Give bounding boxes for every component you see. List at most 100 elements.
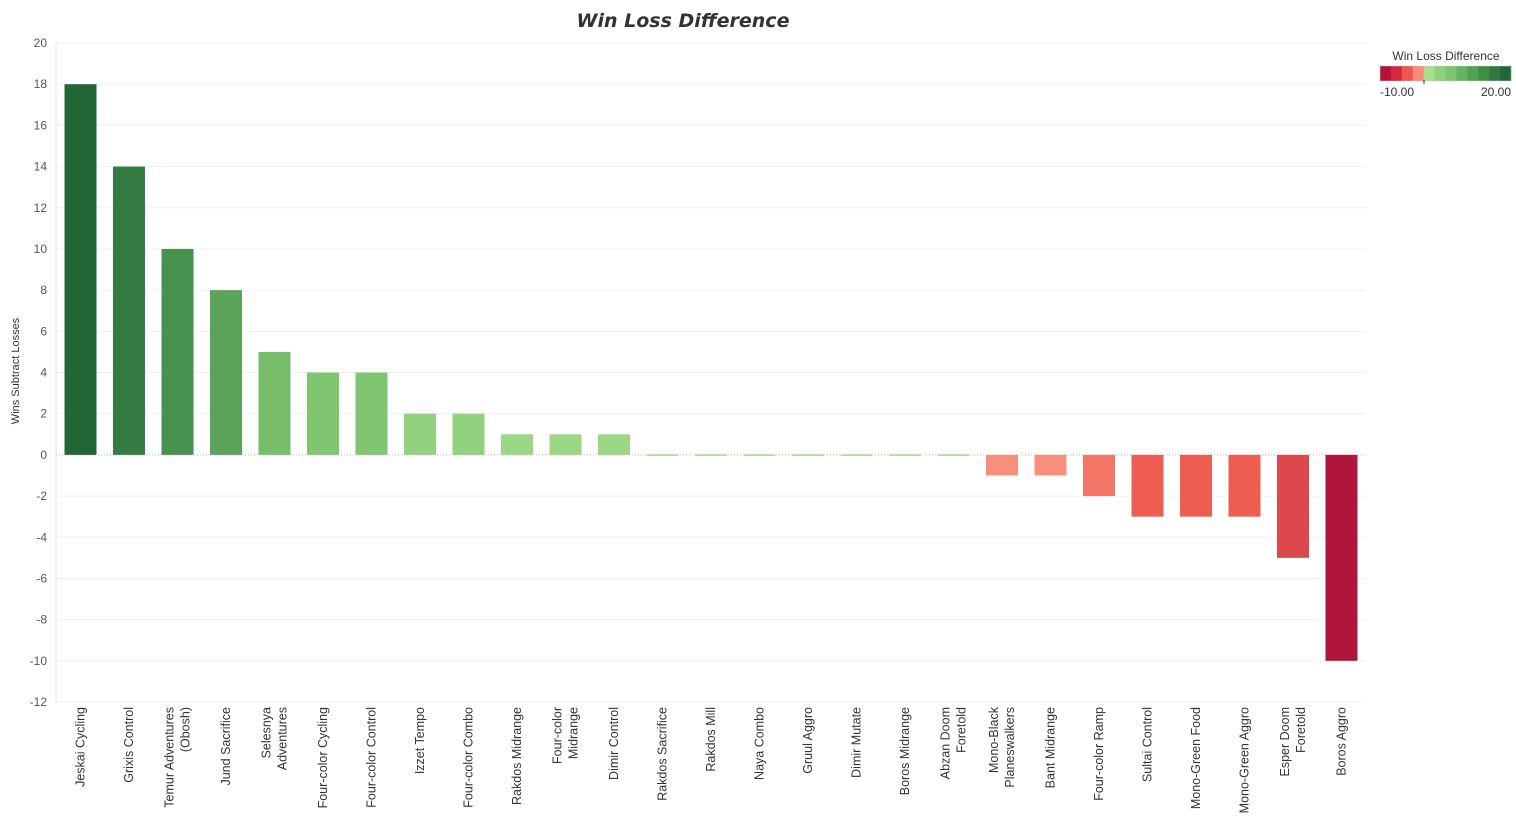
bars: [64, 84, 1358, 661]
legend-color-step: [1434, 66, 1446, 81]
x-category-label: Temur Adventures (Obosh): [163, 707, 193, 808]
x-category-label-line: Four-color Cycling: [316, 707, 330, 808]
bar[interactable]: [1277, 454, 1309, 558]
legend-color-step: [1456, 66, 1468, 81]
color-legend: Win Loss Difference -10.00 20.00: [1379, 49, 1512, 99]
x-category-label: Esper Doom Foretold: [1278, 707, 1308, 777]
bar[interactable]: [307, 372, 339, 455]
x-category-label-line: Gruul Aggro: [801, 707, 815, 774]
x-category-label: Four-color Combo: [462, 707, 476, 808]
bar[interactable]: [210, 290, 242, 455]
x-category-label-line: Planeswalkers: [1003, 707, 1017, 788]
x-category-label: Boros Aggro: [1335, 707, 1349, 776]
bar[interactable]: [113, 166, 145, 455]
bar[interactable]: [646, 454, 679, 456]
x-category-label: Jund Sacrifice: [219, 707, 233, 786]
x-category-label-line: Esper Doom: [1278, 707, 1292, 776]
y-tick-label: -12: [30, 695, 48, 709]
x-category-label: Four-color Ramp: [1092, 707, 1106, 801]
y-axis-label: Wins Subtract Losses: [10, 317, 22, 424]
x-category-label-line: Dimir Control: [607, 707, 621, 780]
x-category-label-line: Boros Midrange: [898, 707, 912, 795]
x-category-label-line: Izzet Tempo: [413, 707, 427, 774]
y-tick-label: -8: [36, 613, 47, 627]
bar[interactable]: [1083, 454, 1115, 497]
x-category-label: Naya Combo: [753, 707, 767, 780]
y-tick-label: 16: [34, 118, 48, 132]
legend-color-step: [1390, 66, 1403, 81]
x-category-label: Dimir Mutate: [850, 707, 864, 778]
bar[interactable]: [452, 413, 485, 455]
bar[interactable]: [937, 454, 970, 456]
bar[interactable]: [355, 372, 388, 455]
bar[interactable]: [161, 248, 194, 455]
legend-color-step: [1412, 66, 1424, 81]
x-category-label-line: Four-color: [551, 707, 565, 764]
x-category-label-line: Foretold: [955, 707, 969, 753]
x-category-label-line: Rakdos Mill: [704, 707, 718, 772]
y-tick-label: 20: [34, 36, 48, 50]
legend-color-step: [1401, 66, 1414, 81]
x-category-label: Four-color Control: [365, 707, 379, 808]
legend-color-step: [1489, 66, 1501, 81]
bar[interactable]: [404, 413, 436, 455]
x-category-label: Mono-Green Aggro: [1238, 707, 1252, 813]
bar[interactable]: [1034, 454, 1067, 476]
legend-ramp-border: [1379, 65, 1512, 82]
bar[interactable]: [64, 84, 97, 455]
legend-color-step: [1478, 66, 1490, 81]
x-category-label-line: Rakdos Midrange: [510, 707, 524, 805]
bar[interactable]: [258, 351, 291, 455]
x-category-label-line: Selesnya: [260, 707, 274, 758]
bar[interactable]: [695, 454, 727, 456]
legend-color-step: [1423, 66, 1435, 81]
x-category-label: Rakdos Midrange: [510, 707, 524, 805]
y-tick-label: 10: [34, 242, 48, 256]
x-category-label: Jeskai Cycling: [74, 707, 88, 787]
x-category-label: Mono-Green Food: [1189, 707, 1203, 809]
x-category-label-line: Mono-Green Food: [1189, 707, 1203, 809]
x-category-label-line: Bant Midrange: [1044, 707, 1058, 788]
bar[interactable]: [1325, 454, 1358, 661]
x-category-label-line: Temur Adventures: [163, 707, 177, 808]
x-category-label-line: Four-color Combo: [462, 707, 476, 808]
x-category-label-line: Jeskai Cycling: [74, 707, 88, 787]
x-category-label: Abzan Doom Foretold: [939, 707, 969, 779]
x-category-label: Boros Midrange: [898, 707, 912, 795]
bar[interactable]: [743, 454, 776, 456]
bar[interactable]: [1228, 454, 1261, 517]
bar[interactable]: [1131, 454, 1164, 517]
y-tick-label: 2: [40, 407, 47, 421]
y-tick-label: 12: [34, 201, 48, 215]
y-tick-label: -2: [36, 489, 47, 503]
bar[interactable]: [889, 454, 921, 456]
x-category-label-line: Four-color Control: [365, 707, 379, 808]
legend-max-label: 20.00: [1481, 85, 1511, 99]
legend-color-step: [1380, 66, 1392, 81]
x-category-label-line: Mono-Black: [987, 706, 1001, 773]
x-category-label: Four-color Midrange: [551, 707, 581, 764]
bar[interactable]: [792, 454, 824, 456]
x-category-label-line: Midrange: [567, 707, 581, 759]
bar[interactable]: [549, 434, 582, 455]
x-category-label: Dimir Control: [607, 707, 621, 780]
x-axis-categories: Jeskai Cycling Grixis Control Temur Advent…: [74, 706, 1349, 813]
x-category-label-line: Dimir Mutate: [850, 707, 864, 778]
bar[interactable]: [986, 454, 1018, 476]
bar[interactable]: [1180, 454, 1212, 517]
gridlines: [55, 42, 1366, 703]
x-category-label: Grixis Control: [122, 707, 136, 783]
x-category-label-line: (Obosh): [179, 707, 193, 752]
bar[interactable]: [598, 434, 630, 455]
bar[interactable]: [501, 434, 533, 455]
x-category-label-line: Jund Sacrifice: [219, 707, 233, 786]
y-tick-label: 8: [40, 283, 47, 297]
x-category-label-line: Four-color Ramp: [1092, 707, 1106, 801]
x-category-label: Izzet Tempo: [413, 707, 427, 774]
y-tick-label: 6: [40, 324, 47, 338]
bar[interactable]: [840, 454, 873, 456]
x-category-label: Bant Midrange: [1044, 707, 1058, 788]
x-category-label: Gruul Aggro: [801, 707, 815, 774]
y-tick-label: 0: [40, 448, 47, 462]
